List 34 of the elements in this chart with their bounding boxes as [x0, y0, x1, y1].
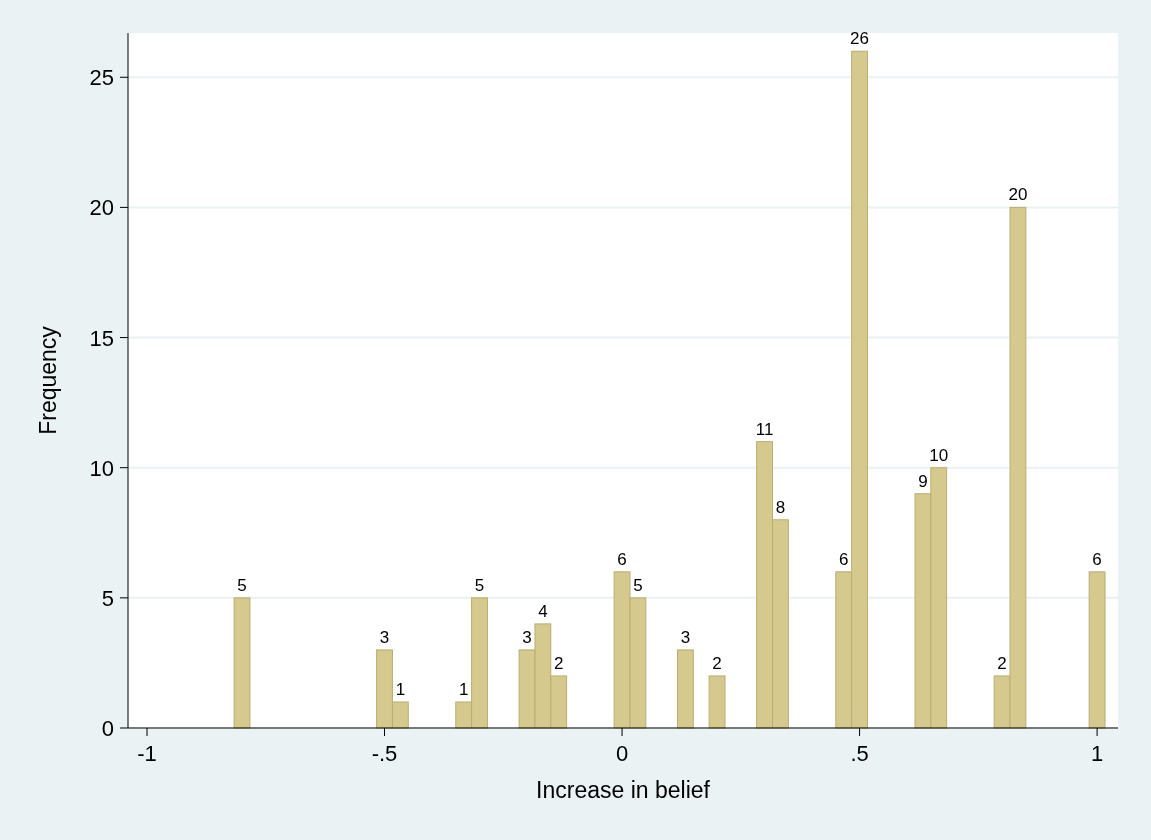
data-label: 6 [839, 549, 849, 569]
data-label: 20 [1008, 185, 1028, 205]
y-tick-label: 10 [89, 455, 114, 481]
data-label: 8 [775, 497, 786, 517]
data-label: 5 [237, 575, 247, 595]
x-axis-title: Increase in belief [536, 777, 711, 803]
data-label: 9 [918, 471, 928, 491]
x-tick-label: 1 [1090, 741, 1104, 766]
data-label: 11 [755, 419, 774, 439]
data-label: 6 [617, 549, 627, 569]
data-label: 3 [522, 627, 532, 647]
data-label: 5 [474, 575, 485, 595]
x-tick-label: -1 [137, 741, 157, 766]
y-tick-label: 15 [89, 325, 114, 351]
data-label: 5 [633, 575, 643, 595]
data-label: 3 [680, 627, 691, 647]
data-label: 10 [929, 445, 949, 465]
data-label: 4 [538, 601, 548, 621]
data-label: 1 [458, 679, 469, 699]
x-tick-label: 0 [615, 741, 629, 766]
data-label: 3 [379, 627, 390, 647]
data-label: 2 [997, 653, 1007, 673]
data-label: 6 [1092, 549, 1102, 569]
y-axis-title: Frequency [35, 325, 61, 435]
y-tick-label: 5 [101, 585, 114, 611]
y-tick-label: 20 [89, 195, 114, 221]
x-tick-label: .5 [850, 741, 869, 766]
y-tick-label: 0 [101, 716, 114, 741]
x-tick-label: -.5 [371, 741, 398, 766]
data-label: 2 [712, 653, 722, 673]
data-label: 26 [850, 29, 870, 49]
data-label: 2 [553, 653, 564, 673]
y-tick-label: 25 [89, 65, 114, 91]
data-label: 1 [395, 679, 406, 699]
